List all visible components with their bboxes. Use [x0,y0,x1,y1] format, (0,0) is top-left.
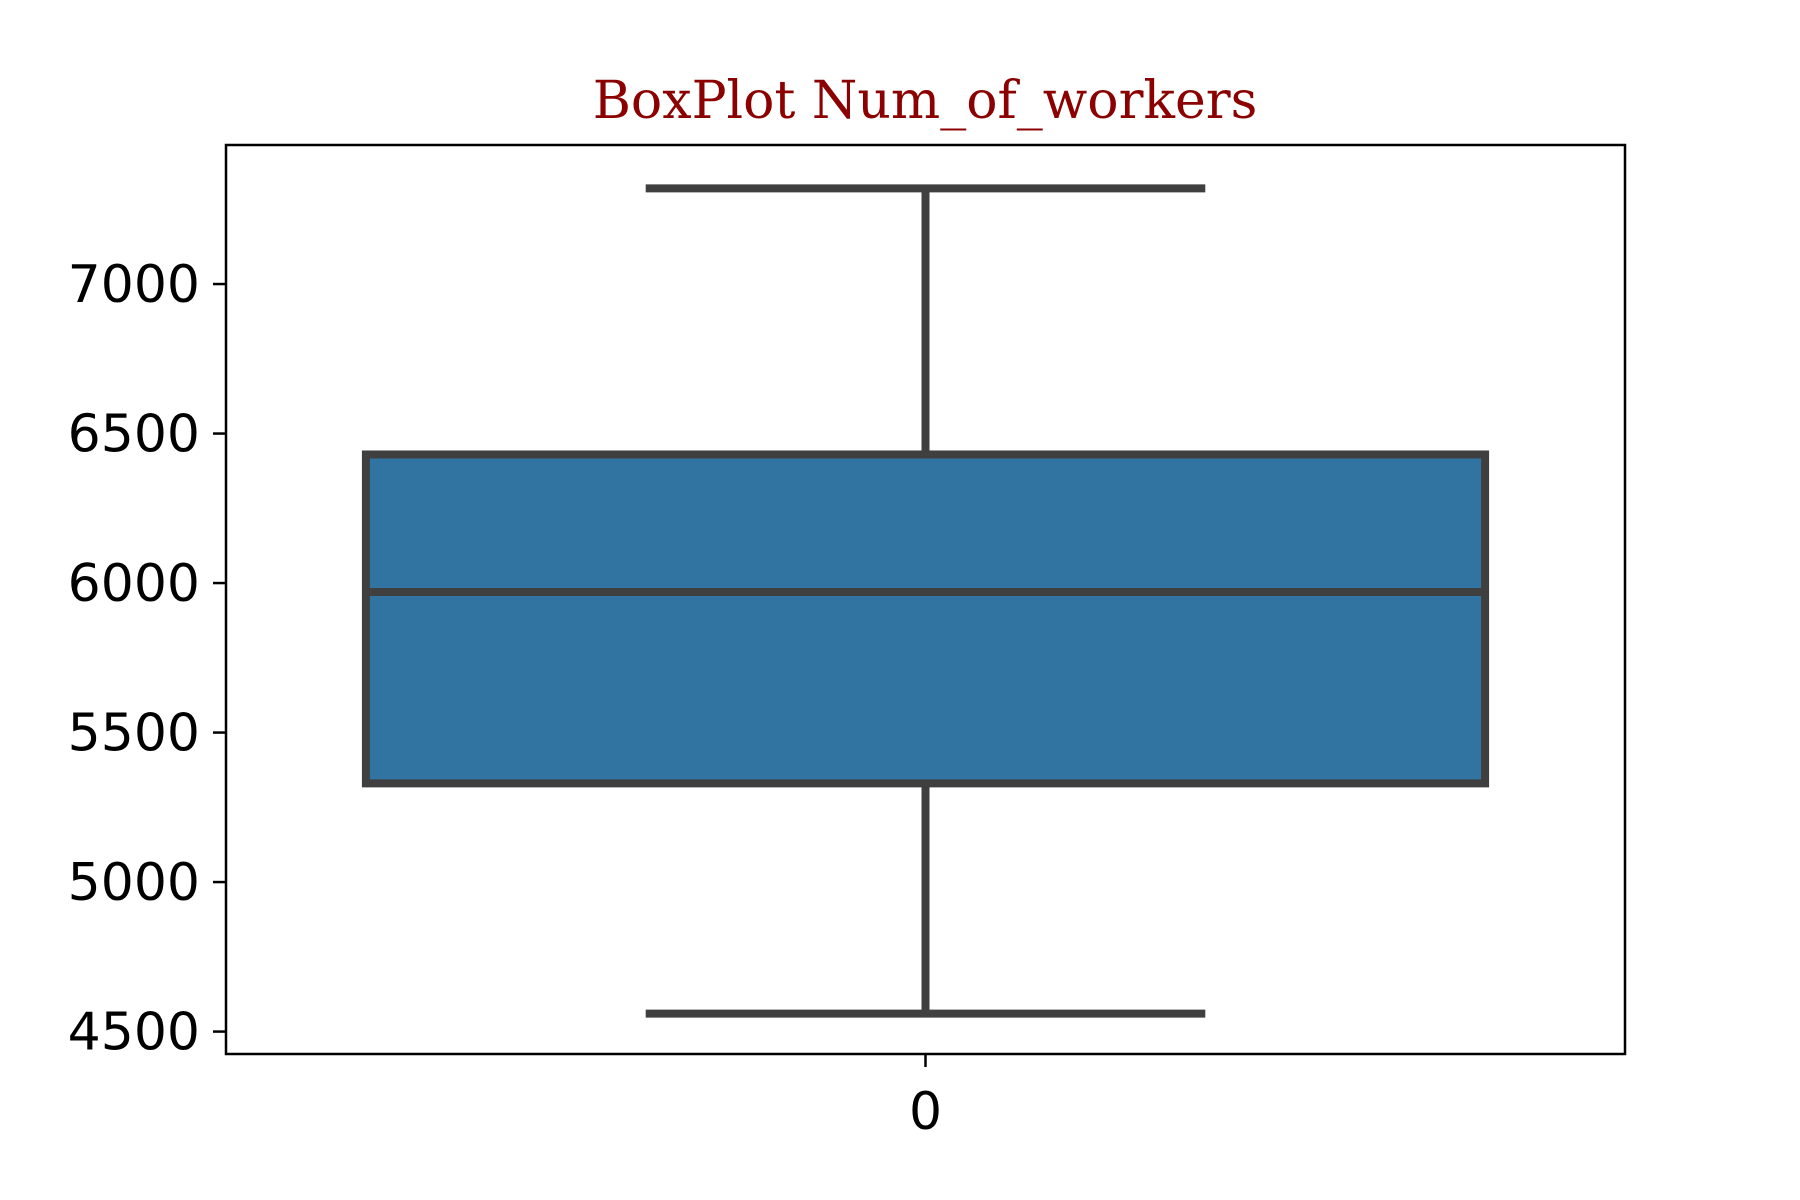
y-tick-label: 5000 [68,853,200,913]
y-tick-label: 7000 [68,255,200,315]
box-iqr [361,450,1490,788]
y-tick-label: 4500 [68,1003,200,1063]
chart-title: BoxPlot Num_of_workers [593,71,1258,131]
x-tick-label: 0 [909,1082,942,1142]
y-tick-label: 6000 [68,554,200,614]
axes-frame [224,143,1627,1056]
y-tick-label: 5500 [68,704,200,764]
y-tick-label: 6500 [68,405,200,465]
plot-area: 4500 5000 5500 6000 6500 7000 0 [68,143,1627,1142]
